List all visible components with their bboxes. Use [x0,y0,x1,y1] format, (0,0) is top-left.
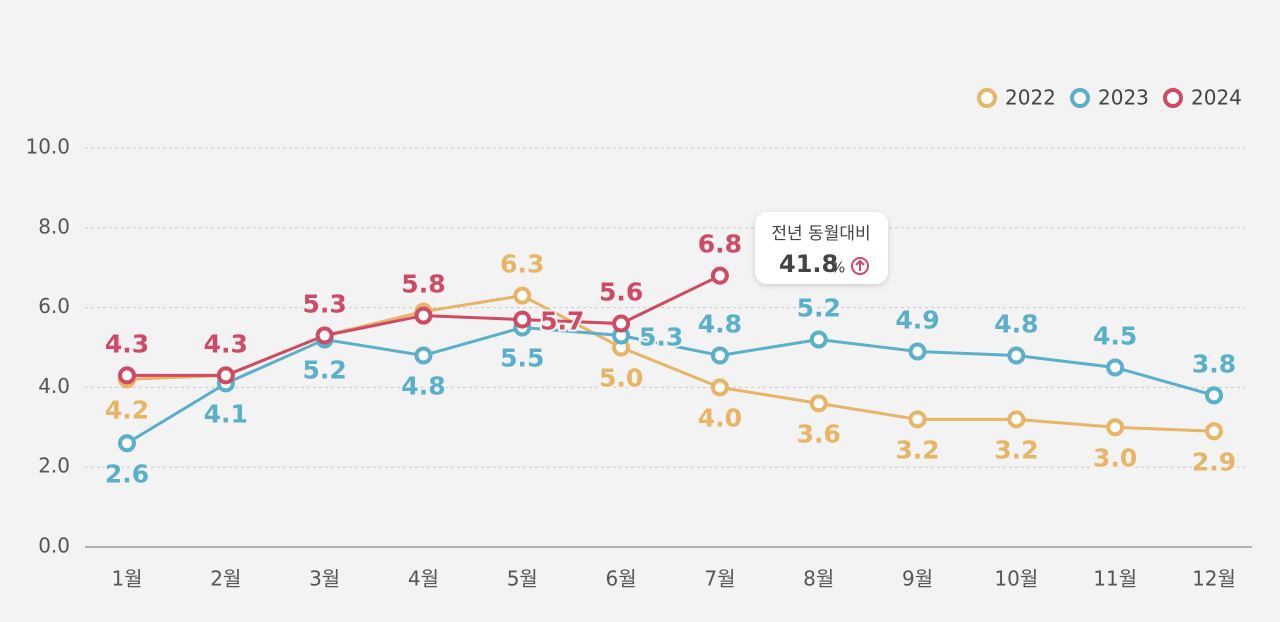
point [1205,422,1223,441]
point [908,410,927,429]
data-label: 5.3 [639,323,683,352]
point [908,342,927,361]
data-label: 5.7 [540,307,584,336]
x-tick-label: 7월 [704,567,735,591]
x-tick-label: 6월 [606,567,637,591]
data-label: 2.6 [105,459,149,488]
data-label: 5.6 [599,278,643,307]
x-tick-label: 3월 [309,567,340,591]
point [612,314,631,333]
data-label: 3.2 [994,435,1038,464]
data-label: 4.2 [105,395,149,424]
up-arrow [855,259,865,271]
point [216,366,235,385]
y-tick-label: 10.0 [25,135,70,159]
data-label: 5.2 [797,294,841,323]
data-label: 3.6 [797,419,841,448]
x-tick-label: 10월 [994,567,1038,591]
data-label: 5.8 [401,270,445,299]
point [1106,418,1125,437]
series-line [126,294,1215,433]
data-label: 3.2 [895,435,939,464]
x-tick-label: 9월 [902,567,933,591]
point [513,286,532,305]
y-tick-label: 2.0 [38,454,70,478]
legend-marker [1163,88,1183,108]
x-tick-label: 2월 [210,567,241,591]
y-tick-label: 6.0 [38,294,70,318]
x-tick-label: 12월 [1192,567,1236,591]
callout-unit: % [831,259,845,277]
data-label: 4.1 [204,399,248,428]
point [710,346,729,365]
legend-marker [977,88,997,108]
callout-title: 전년 동월대비 [771,224,870,244]
data-label: 4.8 [401,371,445,400]
legend-label: 2022 [1005,86,1056,110]
x-tick-label: 11월 [1093,567,1137,591]
y-tick-label: 4.0 [38,374,70,398]
data-label: 4.9 [895,305,939,334]
point [1106,358,1125,377]
point [1007,346,1026,365]
point [809,330,828,349]
data-label: 4.5 [1093,321,1137,350]
y-tick-label: 0.0 [38,534,70,558]
point [1205,386,1223,405]
data-label: 5.2 [302,356,346,385]
point [710,266,729,285]
x-tick-label: 1월 [111,567,142,591]
up-icon [851,257,869,275]
data-label: 5.5 [500,344,544,373]
point [414,346,433,365]
point [809,394,828,413]
data-label: 2.9 [1192,447,1236,476]
data-label: 4.0 [698,403,742,432]
data-label: 5.3 [302,290,346,319]
data-label: 4.8 [698,309,742,338]
data-label: 3.0 [1093,443,1137,472]
x-tick-label: 4월 [408,567,439,591]
x-tick-label: 8월 [803,567,834,591]
data-label: 3.8 [1192,349,1236,378]
point [118,366,136,385]
point [414,306,433,325]
legend-marker [1070,88,1090,108]
data-label: 5.0 [599,364,643,393]
y-tick-label: 8.0 [38,214,70,238]
legend-label: 2023 [1098,86,1149,110]
data-label: 6.3 [500,250,544,279]
legend-label: 2024 [1191,86,1242,110]
data-label: 4.3 [204,329,248,358]
data-label: 4.8 [994,309,1038,338]
point [710,378,729,397]
data-label: 4.3 [105,329,149,358]
point [513,310,532,329]
callout-value: 41.8 [779,250,838,278]
x-tick-label: 5월 [507,567,538,591]
point [118,434,136,453]
point [315,326,334,345]
point [1007,410,1026,429]
callout-box [755,212,888,284]
data-label: 6.8 [698,230,742,259]
series-line [126,326,1215,445]
